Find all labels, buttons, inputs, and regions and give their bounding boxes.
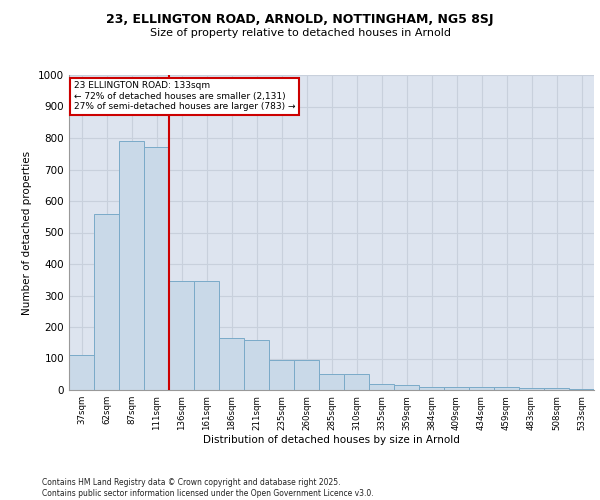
Bar [194, 282, 219, 390]
Bar [294, 360, 319, 390]
Bar [219, 338, 244, 390]
Bar [469, 387, 494, 390]
Bar [394, 386, 419, 390]
Text: Contains HM Land Registry data © Crown copyright and database right 2025.
Contai: Contains HM Land Registry data © Crown c… [42, 478, 374, 498]
Text: 23, ELLINGTON ROAD, ARNOLD, NOTTINGHAM, NG5 8SJ: 23, ELLINGTON ROAD, ARNOLD, NOTTINGHAM, … [106, 12, 494, 26]
Bar [419, 387, 444, 390]
Bar [369, 384, 394, 390]
Bar [244, 340, 269, 390]
X-axis label: Distribution of detached houses by size in Arnold: Distribution of detached houses by size … [203, 436, 460, 446]
Bar [169, 282, 194, 390]
Bar [69, 356, 94, 390]
Y-axis label: Number of detached properties: Number of detached properties [22, 150, 32, 314]
Bar [94, 214, 119, 390]
Bar [544, 388, 569, 390]
Bar [444, 387, 469, 390]
Bar [344, 374, 369, 390]
Text: Size of property relative to detached houses in Arnold: Size of property relative to detached ho… [149, 28, 451, 38]
Bar [319, 374, 344, 390]
Text: 23 ELLINGTON ROAD: 133sqm
← 72% of detached houses are smaller (2,131)
27% of se: 23 ELLINGTON ROAD: 133sqm ← 72% of detac… [74, 82, 296, 111]
Bar [519, 388, 544, 390]
Bar [119, 141, 144, 390]
Bar [144, 148, 169, 390]
Bar [269, 360, 294, 390]
Bar [494, 387, 519, 390]
